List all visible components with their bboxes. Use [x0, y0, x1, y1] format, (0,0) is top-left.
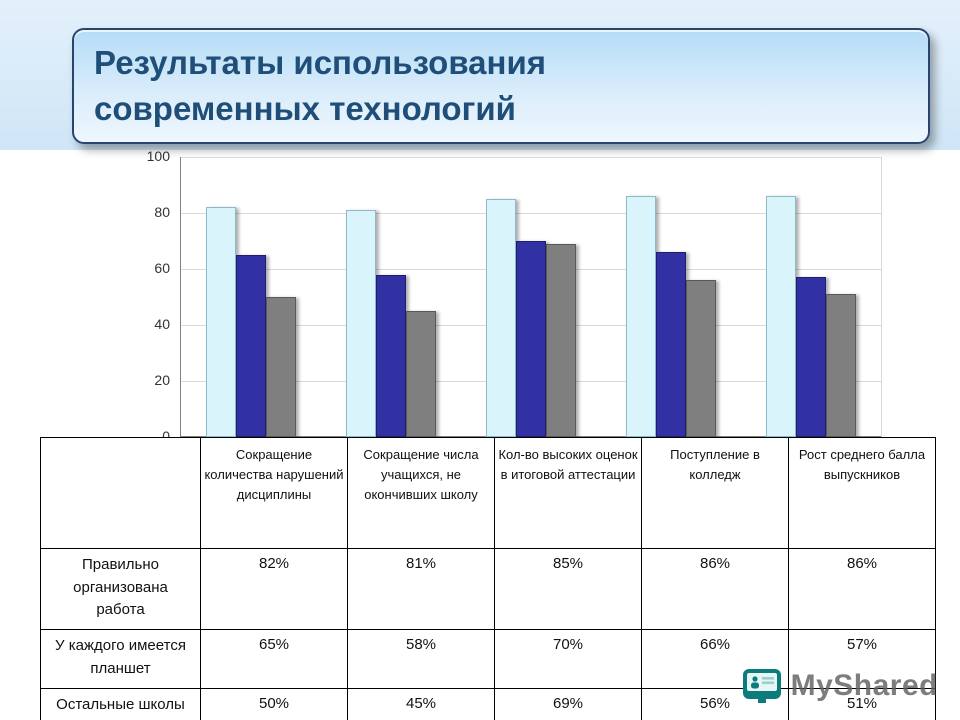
page-title-line-1: Результаты использования [94, 44, 546, 81]
grid-line [181, 325, 881, 326]
table-header-row: Сокращение количества нарушений дисципли… [40, 437, 936, 549]
chart-bar [626, 196, 656, 437]
bar-group [321, 157, 461, 437]
grid-line [181, 269, 881, 270]
table-value-cell: 65% [200, 629, 348, 689]
y-axis-label: 100 [146, 148, 170, 164]
results-table: Сокращение количества нарушений дисципли… [40, 437, 936, 720]
chart-bar [206, 207, 236, 437]
chart-bar [686, 280, 716, 437]
table-value-cell: 58% [347, 629, 495, 689]
table-header-cell: Сокращение количества нарушений дисципли… [200, 437, 348, 549]
chart-bar [376, 274, 406, 437]
table-value-cell: 69% [494, 688, 642, 720]
chart-bar [346, 210, 376, 437]
results-table-body: Сокращение количества нарушений дисципли… [40, 437, 936, 720]
bar-group [461, 157, 601, 437]
table-row: Остальные школы 50% 45% 69% 56% 51% [40, 688, 936, 720]
chart-bar [266, 297, 296, 437]
table-value-cell: 85% [494, 548, 642, 630]
myshared-logo-icon [742, 669, 781, 703]
watermark: MyShared [742, 668, 938, 704]
table-row-label: У каждого имеется планшет [40, 629, 201, 689]
watermark-text: MyShared [790, 669, 938, 702]
bar-group [741, 157, 881, 437]
grid-line [181, 157, 881, 158]
table-value-cell: 86% [641, 548, 789, 630]
table-value-cell: 86% [788, 548, 936, 630]
chart-bar [236, 255, 266, 437]
y-axis-label: 60 [154, 260, 170, 276]
table-row: У каждого имеется планшет 65% 58% 70% 66% 57% [40, 629, 936, 689]
table-row: Правильно организована работа 82% 81% 85% 86… [40, 548, 936, 630]
chart-bar [546, 243, 576, 437]
y-axis-label: 20 [154, 372, 170, 388]
table-value-cell: 81% [347, 548, 495, 630]
table-header-cell: Кол-во высоких оценок в итоговой аттеста… [494, 437, 642, 549]
bar-group [601, 157, 741, 437]
table-value-cell: 82% [200, 548, 348, 630]
y-axis-label: 80 [154, 204, 170, 220]
table-row-label: Правильно организована работа [40, 548, 201, 630]
grid-line [181, 213, 881, 214]
chart-bar [406, 311, 436, 437]
title-banner: Результаты использования современных тех… [72, 28, 930, 144]
page-title-line-2: современных технологий [94, 89, 516, 127]
table-header-cell: Сокращение числа учащихся, не окончивших… [347, 437, 495, 549]
grid-line [181, 381, 881, 382]
chart-bar [796, 277, 826, 437]
y-axis-label: 40 [154, 316, 170, 332]
table-corner-cell [40, 437, 201, 549]
chart-bar [826, 294, 856, 437]
bar-group [181, 157, 321, 437]
chart-bar [516, 241, 546, 437]
table-value-cell: 50% [200, 688, 348, 720]
table-header-cell: Поступление в колледж [641, 437, 789, 549]
chart-bar [766, 196, 796, 437]
table-header-cell: Рост среднего балла выпускников [788, 437, 936, 549]
table-value-cell: 51% [788, 688, 936, 720]
chart-bar [656, 252, 686, 437]
table-value-cell: 45% [347, 688, 495, 720]
table-row-label: Остальные школы [40, 688, 201, 720]
table-value-cell: 70% [494, 629, 642, 689]
plot-area [180, 157, 882, 437]
chart-bar [486, 199, 516, 437]
